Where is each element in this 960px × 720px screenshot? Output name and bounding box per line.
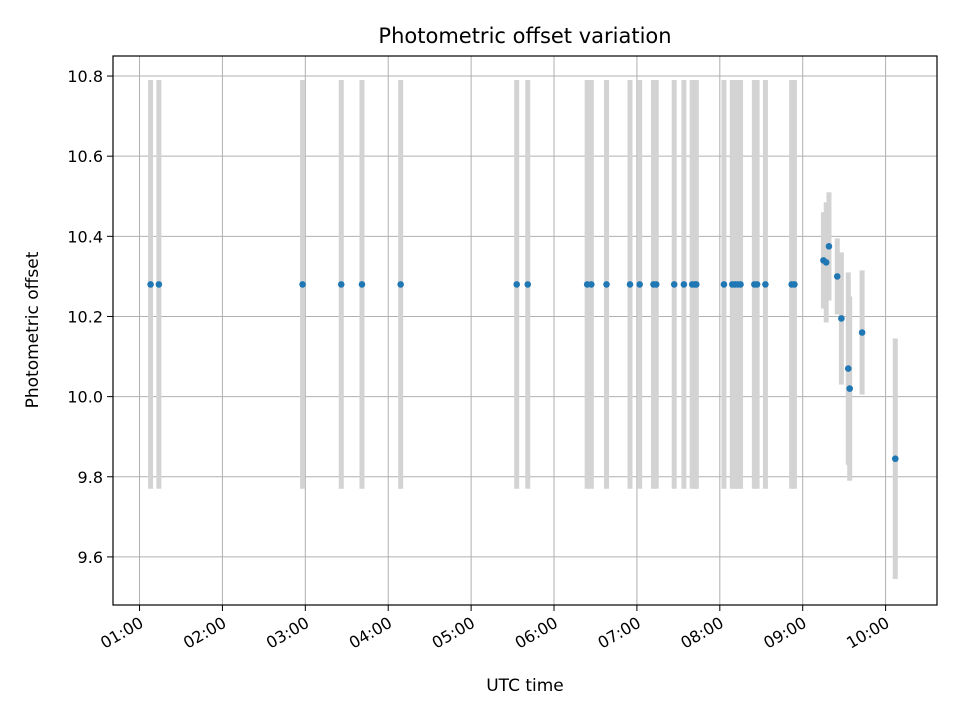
y-tick-label: 10.2 [67, 307, 103, 326]
y-tick-label: 10.8 [67, 67, 103, 86]
data-points [147, 243, 899, 463]
data-point [720, 281, 728, 288]
data-point [753, 281, 761, 288]
data-point [358, 281, 366, 288]
data-point [147, 281, 154, 288]
x-axis-label: UTC time [486, 676, 564, 696]
data-point [603, 281, 610, 288]
data-point [833, 273, 841, 280]
data-point [737, 281, 744, 288]
data-point [524, 281, 532, 288]
y-tick-label: 10.6 [67, 147, 103, 166]
chart-title: Photometric offset variation [378, 24, 671, 48]
data-point [299, 281, 306, 288]
plot-frame [112, 55, 938, 606]
data-point [858, 329, 866, 336]
y-axis: 9.6 9.8 10.0 10.2 10.4 10.6 10.8 [67, 67, 113, 567]
data-point [838, 315, 845, 322]
data-point [693, 281, 700, 288]
data-point [670, 281, 678, 288]
data-point [155, 281, 163, 288]
data-point [626, 281, 634, 288]
data-point [825, 243, 833, 250]
y-tick-label: 10.0 [67, 388, 103, 407]
data-point [397, 281, 404, 288]
y-tick-label: 9.8 [78, 468, 103, 487]
data-point [846, 385, 853, 392]
data-point [636, 281, 643, 288]
data-point [891, 455, 899, 463]
data-point [762, 281, 769, 288]
data-point [680, 281, 688, 288]
data-point [791, 281, 798, 288]
y-tick-label: 9.6 [78, 548, 103, 567]
data-point [513, 281, 521, 288]
grid [113, 56, 937, 605]
y-tick-label: 10.4 [67, 227, 103, 246]
data-point [588, 281, 595, 288]
data-point [652, 281, 660, 288]
data-point [822, 259, 830, 266]
data-point [337, 281, 345, 288]
y-axis-label: Photometric offset [23, 251, 43, 408]
data-point [844, 365, 852, 372]
